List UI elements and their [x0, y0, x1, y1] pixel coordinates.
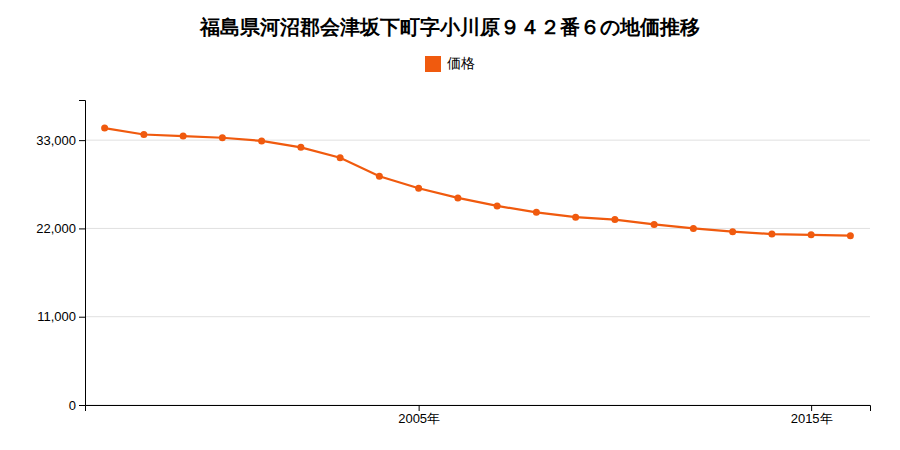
x-axis-line	[86, 406, 871, 412]
y-axis-line	[79, 101, 86, 406]
point	[533, 209, 540, 216]
x-tick: 2015年	[791, 405, 833, 426]
grid-line	[85, 316, 870, 317]
legend-label: 価格	[447, 55, 475, 71]
point	[376, 173, 383, 180]
point	[572, 214, 579, 221]
y-axis: 0 11,000 22,000 33,000	[36, 101, 85, 413]
y-tick: 11,000	[37, 309, 85, 324]
grid-line	[85, 140, 870, 141]
title: 福島県河沼郡会津坂下町字小川原９４２番６の地価推移	[199, 15, 700, 39]
x-tick-mark	[419, 405, 420, 411]
point	[808, 231, 815, 238]
y-tick-mark	[79, 405, 85, 406]
legend: 価格	[425, 55, 475, 72]
x-tick-mark	[811, 405, 812, 411]
y-tick-label: 11,000	[37, 309, 76, 324]
point	[101, 125, 108, 132]
x-axis: 2005年 2015年	[86, 405, 871, 426]
x-tick: 2005年	[398, 405, 440, 426]
plot: 0 11,000 22,000 33,000 2005年 2015年	[36, 101, 870, 427]
x-tick-label: 2015年	[791, 411, 833, 426]
point	[494, 202, 501, 209]
point	[690, 225, 697, 232]
y-tick-label: 22,000	[36, 221, 76, 236]
grid-line	[85, 228, 870, 229]
y-tick: 22,000	[36, 221, 85, 236]
point	[258, 137, 265, 144]
chart: 0 11,000 22,000 33,000 2005年 2015年 福島県河沼郡会津坂下町…	[0, 0, 900, 450]
y-tick-mark	[79, 317, 85, 318]
y-tick: 33,000	[36, 133, 85, 148]
grid	[85, 140, 870, 405]
line	[105, 128, 851, 236]
point	[454, 194, 461, 201]
y-tick-mark	[79, 140, 85, 141]
y-tick-mark	[79, 228, 85, 229]
point	[729, 228, 736, 235]
point	[651, 221, 658, 228]
point	[297, 144, 304, 151]
point	[140, 131, 147, 138]
y-tick: 0	[69, 398, 85, 413]
point	[180, 133, 187, 140]
marks	[101, 125, 854, 240]
y-tick-label: 33,000	[36, 133, 76, 148]
point	[611, 216, 618, 223]
point	[847, 232, 854, 239]
legend-swatch	[425, 56, 441, 72]
x-tick-label: 2005年	[398, 411, 440, 426]
point	[219, 134, 226, 141]
point	[337, 154, 344, 161]
y-tick-label: 0	[69, 398, 76, 413]
point	[415, 185, 422, 192]
legend-item: 価格	[425, 55, 475, 72]
point	[768, 231, 775, 238]
